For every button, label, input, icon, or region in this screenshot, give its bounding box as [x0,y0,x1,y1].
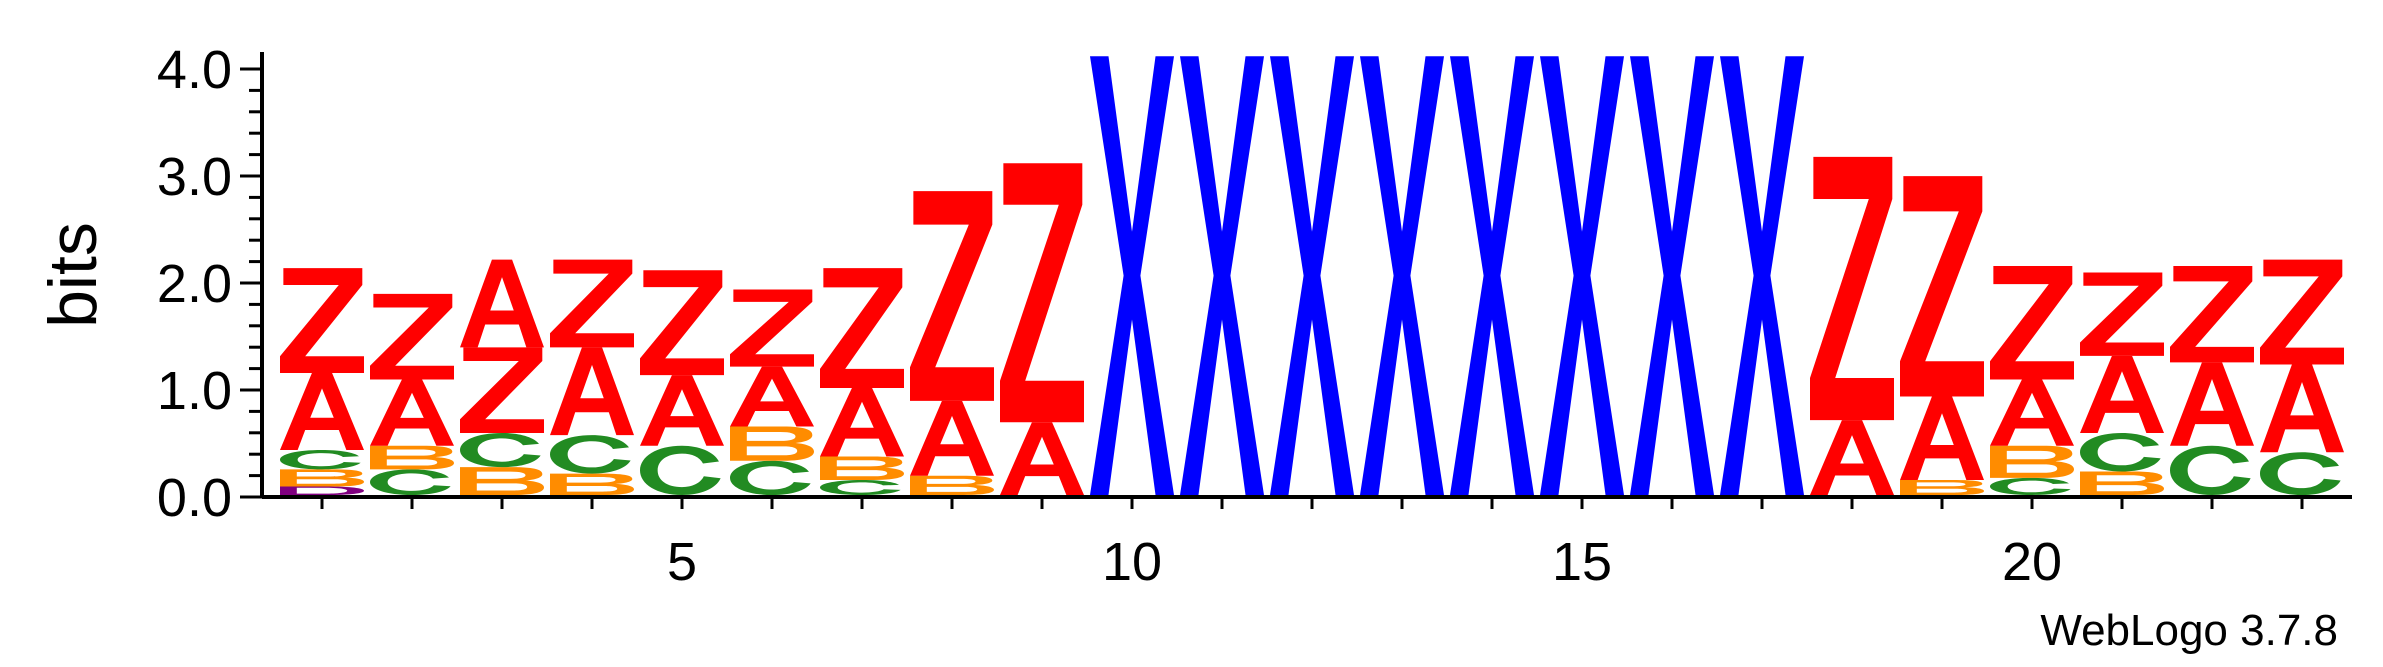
logo-letter-c-pos-4 [550,435,631,474]
logo-letter-a-pos-3 [460,259,544,348]
logo-letter-z-pos-3 [460,347,544,433]
logo-letter-c-pos-2 [370,469,451,495]
logo-letter-z-pos-22 [2170,266,2254,363]
logo-letter-a-pos-19 [1900,396,1984,481]
logo-letter-c-pos-6 [730,460,811,495]
logo-letter-x-pos-14 [1450,56,1534,496]
x-tick-label: 10 [1102,532,1162,592]
y-tick-label: 0.0 [157,468,232,528]
logo-letter-x-pos-17 [1720,56,1804,496]
logo-letter-b-pos-4 [550,473,634,495]
logo-letter-z-pos-4 [550,259,634,348]
logo-letter-b-pos-7 [820,456,904,481]
logo-letter-c-pos-23 [2260,452,2341,495]
logo-letter-z-pos-19 [1900,176,1984,397]
logo-letter-b-pos-3 [460,467,544,495]
x-tick-label: 15 [1552,532,1612,592]
logo-letter-b-pos-19 [1900,480,1984,495]
logo-letter-c-pos-7 [820,480,901,495]
logo-letter-stacks [280,56,2344,496]
logo-letter-x-pos-15 [1540,56,1624,496]
logo-letter-z-pos-1 [280,268,364,374]
x-ticks: 5 10 15 20 [320,497,2304,592]
logo-letter-a-pos-8 [910,400,994,476]
logo-letter-x-pos-10 [1090,56,1174,496]
logo-letter-z-pos-6 [730,289,814,367]
logo-letter-b-pos-1 [280,469,364,487]
logo-letter-a-pos-21 [2080,355,2164,433]
logo-letter-c-pos-20 [1990,477,2071,495]
logo-letter-z-pos-18 [1810,156,1894,421]
logo-letter-c-pos-21 [2080,432,2161,472]
logo-letter-b-pos-2 [370,445,454,470]
logo-letter-z-pos-8 [910,191,994,401]
weblogo-version-label: WebLogo 3.7.8 [2040,606,2338,655]
y-tick-label: 3.0 [157,147,232,207]
logo-letter-b-pos-21 [2080,471,2164,495]
logo-letter-c-pos-5 [640,445,721,495]
y-tick-label: 2.0 [157,254,232,314]
logo-letter-c-pos-1 [280,450,361,470]
logo-letter-x-pos-11 [1180,56,1264,496]
logo-letter-z-pos-23 [2260,259,2344,365]
logo-letter-a-pos-5 [640,375,724,446]
logo-letter-a-pos-2 [370,379,454,446]
logo-letter-a-pos-6 [730,366,814,427]
logo-letter-a-pos-23 [2260,364,2344,453]
logo-letter-x-pos-12 [1270,56,1354,496]
logo-letter-z-pos-21 [2080,272,2164,356]
logo-letter-d-pos-1 [280,486,364,495]
logo-letter-a-pos-20 [1990,379,2074,446]
logo-letter-c-pos-3 [460,432,541,468]
logo-letter-z-pos-9 [1000,163,1084,423]
logo-letter-z-pos-5 [640,270,724,376]
logo-letter-x-pos-16 [1630,56,1714,496]
y-tick-label: 4.0 [157,40,232,100]
logo-letter-z-pos-20 [1990,266,2074,380]
y-tick-label: 1.0 [157,361,232,421]
logo-letter-z-pos-7 [820,268,904,388]
logo-letter-x-pos-13 [1360,56,1444,496]
logo-letter-a-pos-4 [550,347,634,436]
logo-letter-b-pos-6 [730,426,814,461]
x-tick-label: 5 [667,532,697,592]
logo-letter-b-pos-20 [1990,445,2074,478]
logo-letter-a-pos-18 [1810,420,1894,495]
logo-letter-c-pos-22 [2170,445,2251,495]
logo-letter-b-pos-8 [910,475,994,495]
logo-letter-a-pos-1 [280,373,364,451]
logo-letter-z-pos-2 [370,293,454,380]
logo-letter-a-pos-22 [2170,362,2254,446]
x-tick-label: 20 [2002,532,2062,592]
logo-letter-a-pos-9 [1000,422,1084,495]
axes: 0.0 1.0 2.0 3.0 4.0 5 10 15 20 bits [35,40,2352,592]
y-axis-label: bits [35,222,111,328]
logo-letter-a-pos-7 [820,388,904,457]
y-ticks: 0.0 1.0 2.0 3.0 4.0 [157,40,262,528]
